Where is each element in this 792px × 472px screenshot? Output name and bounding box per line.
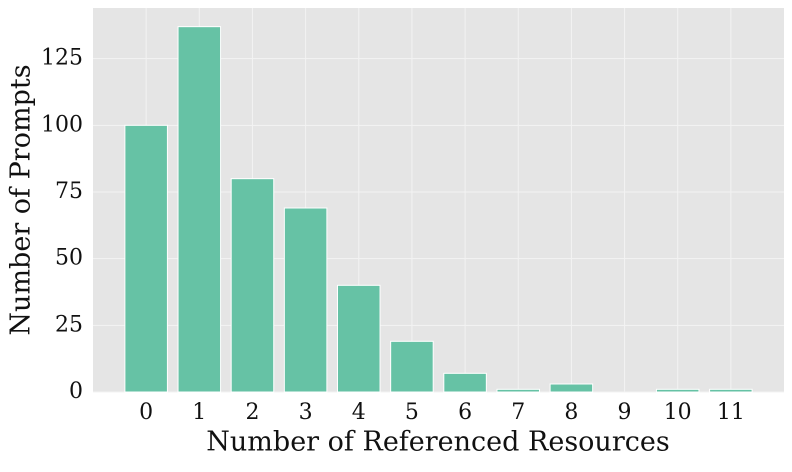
- bar: [709, 388, 753, 393]
- bar: [177, 26, 222, 393]
- x-tick-label: 5: [405, 400, 419, 425]
- x-tick-label: 6: [458, 400, 472, 425]
- bar: [124, 124, 168, 393]
- y-axis-label: Number of Prompts: [6, 64, 37, 335]
- x-tick-label: 10: [664, 400, 692, 425]
- bar: [443, 372, 487, 393]
- x-tick-label: 8: [564, 400, 578, 425]
- y-tick-label: 25: [55, 312, 83, 337]
- bar: [655, 388, 700, 393]
- bar: [230, 178, 275, 393]
- x-tick-label: 0: [139, 400, 153, 425]
- y-tick-label: 50: [55, 246, 83, 271]
- bar: [390, 340, 434, 393]
- bar: [549, 383, 594, 393]
- bar: [337, 284, 381, 393]
- x-tick-label: 9: [618, 400, 632, 425]
- x-tick-label: 7: [511, 400, 525, 425]
- x-tick-label: 11: [717, 400, 745, 425]
- bar: [496, 388, 540, 393]
- x-tick-label: 1: [192, 400, 206, 425]
- y-tick-label: 0: [69, 379, 83, 404]
- x-tick-label: 4: [352, 400, 366, 425]
- y-tick-label: 125: [41, 46, 83, 71]
- bar: [283, 207, 328, 393]
- x-tick-label: 2: [245, 400, 259, 425]
- x-tick-label: 3: [299, 400, 313, 425]
- x-axis-label: Number of Referenced Resources: [206, 427, 669, 458]
- y-tick-label: 75: [55, 179, 83, 204]
- y-tick-label: 100: [41, 112, 83, 137]
